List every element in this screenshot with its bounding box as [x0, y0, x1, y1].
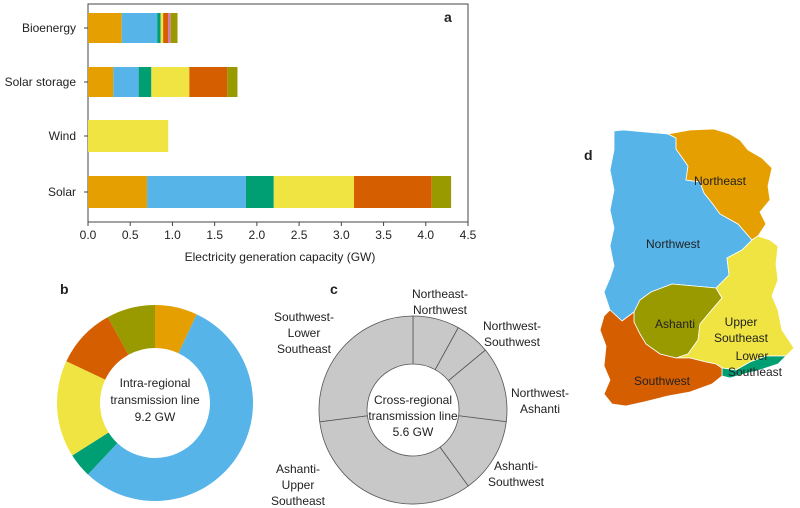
slice-label: Northwest- — [511, 386, 569, 400]
slice-label: Southeast — [271, 494, 326, 508]
bar-segment — [163, 13, 169, 43]
bar-stacks — [88, 13, 452, 208]
category-label: Bioenergy — [22, 21, 76, 35]
x-tick-label: 2.5 — [291, 228, 308, 242]
region-northeast — [666, 128, 773, 241]
bar-segment — [160, 13, 164, 43]
bar-segment — [245, 176, 274, 208]
category-label: Wind — [49, 129, 76, 143]
donut-slice — [72, 432, 118, 475]
slice-label: Northwest — [413, 303, 468, 317]
region-lower-southeast — [721, 355, 787, 379]
label-ashanti: Ashanti — [655, 317, 695, 331]
x-tick-labels: 0.0 0.5 1.0 1.5 2.0 2.5 3.0 3.5 4.0 4.5 — [80, 222, 477, 242]
x-tick-label: 1.5 — [206, 228, 223, 242]
x-tick-label: 3.0 — [333, 228, 350, 242]
slice-label: Northeast- — [412, 287, 468, 301]
center-line-2: transmission line — [110, 393, 200, 407]
x-axis-label: Electricity generation capacity (GW) — [185, 250, 376, 264]
x-tick-label: 4.0 — [417, 228, 434, 242]
center-line-1: Cross-regional — [374, 393, 452, 407]
donut-slice — [87, 314, 253, 501]
region-southwest — [599, 309, 723, 407]
slice-label: Southwest — [488, 475, 545, 489]
bar-segment — [88, 67, 114, 97]
bar-segment — [227, 67, 238, 97]
donut-slice — [319, 415, 469, 505]
x-tick-label: 4.5 — [460, 228, 477, 242]
center-line-1: Intra-regional — [120, 376, 191, 390]
slice-label: Southwest — [484, 335, 541, 349]
label-northeast: Northeast — [694, 174, 747, 188]
bar-segment — [431, 176, 452, 208]
bar-segment — [138, 67, 152, 97]
panel-c-donut: c Cross-regional transmission line 5.6 G… — [271, 281, 569, 508]
map-labels: Northeast Northwest Ashanti Upper Southe… — [634, 174, 783, 388]
bar-segment — [88, 120, 169, 152]
donut-slice — [107, 305, 155, 355]
category-label: Solar — [48, 185, 76, 199]
bar-segment — [113, 67, 139, 97]
plot-frame — [87, 3, 469, 223]
center-line-3: 9.2 GW — [135, 410, 176, 424]
center-line-3: 5.6 GW — [393, 425, 434, 439]
center-line-2: transmission line — [368, 409, 458, 423]
slice-label: Lower — [288, 326, 321, 340]
panel-d-map: d Northeast Northwest Ashanti Upper Sout… — [584, 128, 795, 407]
label-lower-southeast-1: Lower — [736, 349, 769, 363]
category-label: Solar storage — [5, 75, 77, 89]
slice-label: Upper — [282, 478, 315, 492]
x-tick-label: 1.0 — [164, 228, 181, 242]
label-upper-southeast-2: Southeast — [714, 331, 769, 345]
bar-segment — [88, 176, 148, 208]
panel-letter-b: b — [60, 281, 69, 297]
panel-letter-c: c — [330, 281, 338, 297]
panel-a-bar-chart: a Bioenergy Solar storage Wind Solar 0.0 0.5… — [5, 3, 477, 264]
bar-segment — [273, 176, 354, 208]
bar-segment — [88, 13, 122, 43]
bar-segment — [170, 13, 178, 43]
donut-center-text: Cross-regional transmission line 5.6 GW — [368, 393, 458, 439]
panel-letter-a: a — [444, 9, 452, 25]
slice-label: Ashanti- — [276, 462, 320, 476]
bar-segment — [147, 176, 246, 208]
category-labels: Bioenergy Solar storage Wind Solar — [5, 21, 88, 199]
bar-segment — [168, 13, 171, 43]
donut-slice — [155, 305, 197, 354]
slice-label: Northwest- — [483, 319, 541, 333]
slice-label: Ashanti- — [494, 459, 538, 473]
bar-segment — [354, 176, 432, 208]
donut-slices — [57, 305, 253, 501]
slice-label: Ashanti — [520, 402, 560, 416]
bar-segment — [189, 67, 228, 97]
x-tick-label: 0.5 — [122, 228, 139, 242]
panel-b-donut: b Intra-regional transmission line 9.2 G… — [57, 281, 253, 501]
x-tick-label: 2.0 — [249, 228, 266, 242]
donut-slice — [66, 317, 129, 380]
label-southwest: Southwest — [634, 374, 691, 388]
donut-slice — [318, 315, 414, 423]
bar-segment — [157, 13, 161, 43]
donut-slices — [318, 315, 508, 505]
x-tick-label: 0.0 — [80, 228, 97, 242]
label-upper-southeast-1: Upper — [725, 315, 758, 329]
donut-slice — [57, 361, 109, 456]
donut-center-text: Intra-regional transmission line 9.2 GW — [110, 376, 200, 424]
panel-letter-d: d — [584, 147, 593, 163]
x-tick-label: 3.5 — [375, 228, 392, 242]
slice-label: Southwest- — [274, 310, 334, 324]
bar-segment — [151, 67, 190, 97]
slice-labels: Northeast- Northwest Northwest- Southwest No… — [271, 287, 569, 508]
slice-label: Southeast — [277, 342, 332, 356]
bar-segment — [121, 13, 158, 43]
label-lower-southeast-2: Southeast — [728, 365, 783, 379]
label-northwest: Northwest — [646, 237, 701, 251]
